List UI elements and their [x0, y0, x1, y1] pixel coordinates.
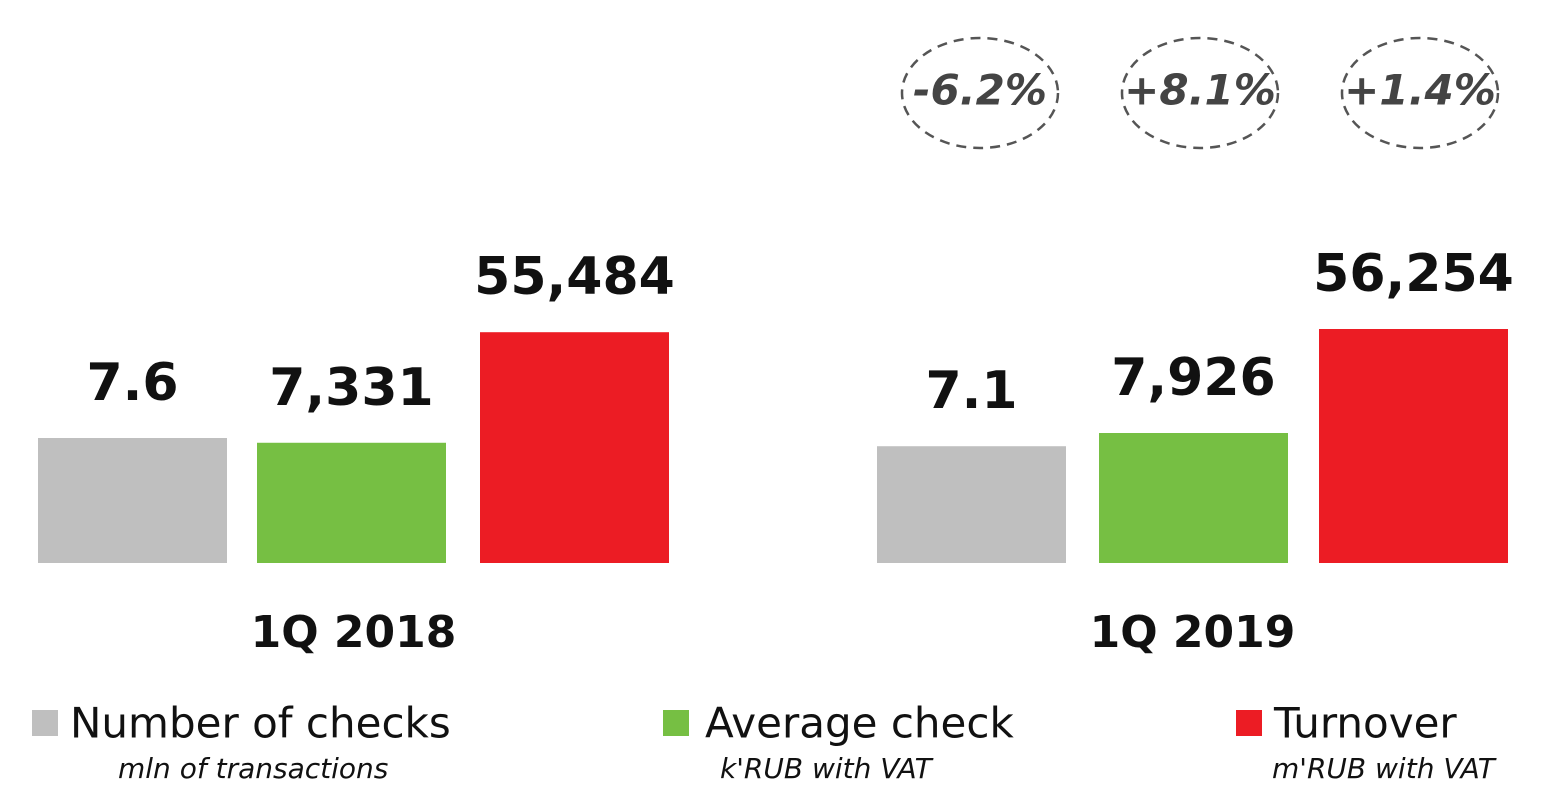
bar — [1319, 329, 1508, 563]
annotation-ellipse — [1120, 36, 1280, 150]
annotation: -6.2% — [913, 66, 1047, 115]
legend-note: k'RUB with VAT — [720, 752, 934, 785]
bar — [877, 446, 1066, 563]
category-label: 1Q 2018 — [251, 607, 457, 658]
data-label: 55,484 — [474, 247, 675, 307]
legend-swatch — [1236, 710, 1262, 736]
data-label: 7.1 — [925, 361, 1017, 421]
legend-label: Number of checks — [70, 699, 451, 748]
data-label: 7,926 — [1111, 348, 1275, 408]
annotation-ellipse — [1340, 36, 1500, 150]
bar — [1099, 433, 1288, 563]
data-label: 7,331 — [269, 358, 433, 418]
legend-label: Turnover — [1273, 699, 1457, 748]
legend-note: m'RUB with VAT — [1272, 752, 1497, 785]
legend-swatch — [663, 710, 689, 736]
bar — [480, 332, 669, 563]
legend-swatch — [32, 710, 58, 736]
bar — [257, 442, 446, 563]
annotation-ellipse — [900, 36, 1060, 150]
data-label: 7.6 — [86, 353, 178, 413]
annotation: +1.4% — [1344, 66, 1496, 115]
annotation: +8.1% — [1124, 66, 1276, 115]
bar — [38, 438, 227, 563]
legend-note: mln of transactions — [118, 752, 388, 785]
category-label: 1Q 2019 — [1090, 607, 1296, 658]
data-label: 56,254 — [1313, 244, 1514, 304]
legend-label: Average check — [705, 699, 1014, 748]
